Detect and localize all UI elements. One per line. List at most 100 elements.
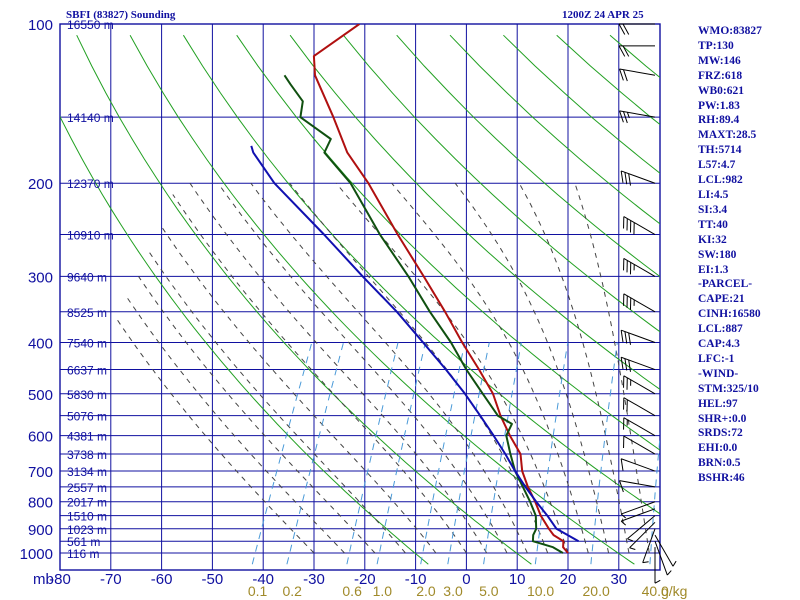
index-item: FRZ:618	[698, 69, 743, 82]
mixing-ratio-label: 0.1	[248, 583, 268, 599]
barb-shaft	[623, 257, 656, 277]
height-label: 16550 m	[67, 18, 114, 32]
index-item: TT:40	[698, 218, 728, 231]
moist-adiabat-line	[289, 182, 549, 554]
dry-adiabat-line	[289, 34, 660, 391]
observation-time: 1200Z 24 APR 25	[562, 9, 644, 21]
barb-shaft	[629, 521, 656, 549]
moist-adiabat-line	[172, 194, 467, 554]
height-label: 1510 m	[67, 510, 107, 524]
temperature-tick-label: 10	[509, 571, 526, 588]
wind-barb	[619, 480, 656, 493]
wind-barb	[623, 417, 656, 437]
barb-full	[622, 23, 630, 35]
moist-adiabat-line	[454, 182, 610, 554]
barb-full	[628, 359, 631, 372]
pressure-tick-label: 700	[28, 464, 53, 481]
wind-barb	[654, 541, 672, 576]
moist-adiabat-line	[127, 298, 345, 554]
wind-barb	[620, 501, 656, 519]
mixing-ratio-label: 0.2	[282, 583, 302, 599]
barb-full	[619, 110, 624, 123]
index-item: LI:4.5	[698, 188, 729, 201]
wind-barb	[623, 293, 656, 313]
wind-barb	[619, 68, 656, 82]
index-item: BSHR:46	[698, 472, 745, 485]
mixing-ratio-label: 0.6	[342, 583, 362, 599]
series-line-dewpoint	[283, 74, 564, 554]
barb-shaft	[623, 216, 656, 235]
barb-full	[624, 358, 628, 371]
pressure-tick-label: 400	[28, 335, 53, 352]
barb-full	[618, 23, 626, 35]
wind-barb	[620, 458, 656, 472]
height-label: 10910 m	[67, 229, 114, 243]
wind-barb	[619, 110, 656, 124]
index-item: BRN:0.5	[698, 457, 741, 470]
temperature-tick-label: -70	[100, 571, 122, 588]
dry-adiabat-line	[76, 34, 532, 565]
barb-shaft	[621, 170, 656, 184]
wind-barb	[642, 528, 656, 564]
index-item: -WIND-	[698, 367, 739, 380]
barb-half	[642, 561, 649, 564]
height-label: 561 m	[67, 535, 100, 549]
barb-full	[619, 480, 624, 493]
dry-adiabat-line	[343, 34, 660, 333]
height-label: 9640 m	[67, 270, 107, 284]
station-title: SBFI (83827) Sounding	[66, 9, 176, 21]
index-item: WB0:621	[698, 84, 744, 97]
wind-barb	[654, 547, 661, 584]
barb-shaft	[623, 435, 656, 455]
barb-shaft	[621, 329, 656, 343]
index-item: RH:89.4	[698, 114, 740, 127]
barb-half	[654, 579, 661, 584]
barb-full	[623, 69, 628, 82]
isobar-isotherm-grid	[59, 23, 661, 571]
moist-adiabat-line	[115, 318, 315, 554]
barb-shaft	[623, 397, 656, 417]
index-item: CAP:4.3	[698, 338, 740, 351]
pressure-tick-label: 100	[28, 17, 53, 34]
index-item: LCL:887	[698, 323, 743, 336]
barb-full	[624, 172, 628, 185]
temperature-tick-label: -80	[49, 571, 71, 588]
mixing-ratio-label: 5.0	[479, 583, 499, 599]
index-item: L57:4.7	[698, 159, 736, 172]
wind-barb	[629, 521, 656, 550]
barb-shaft	[619, 480, 656, 488]
pressure-tick-label: 300	[28, 269, 53, 286]
index-item: CINH:16580	[698, 308, 761, 321]
mixing-ratio-line	[376, 342, 426, 565]
index-item: MW:146	[698, 54, 741, 67]
barb-half	[620, 520, 627, 526]
dry-adiabat-line	[236, 34, 660, 451]
wind-barb	[620, 356, 656, 372]
temperature-tick-label: -60	[151, 571, 173, 588]
wind-barb	[618, 45, 655, 57]
pressure-tick-label: 800	[28, 495, 53, 512]
dry-adiabat-line	[396, 34, 660, 278]
temperature-tick-label: 0	[462, 571, 470, 588]
wind-barb	[618, 23, 655, 35]
height-label: 3134 m	[67, 465, 107, 479]
series-line-parcel	[250, 145, 580, 543]
mixing-ratio-lines	[251, 342, 660, 565]
wind-barb	[623, 435, 656, 455]
sounding-profiles	[250, 24, 580, 554]
index-item: SW:180	[698, 248, 737, 261]
index-item: KI:32	[698, 233, 727, 246]
moist-adiabat-line	[335, 182, 569, 554]
mixing-ratio-units-label: g/kg	[661, 583, 687, 599]
wind-barb	[623, 397, 656, 417]
index-item: LFC:-1	[698, 352, 735, 365]
index-item: WMO:83827	[698, 25, 762, 37]
barb-shaft	[621, 508, 656, 522]
mixing-ratio-label: 10.0	[527, 583, 554, 599]
barb-half	[666, 570, 672, 576]
height-label: 14140 m	[67, 111, 114, 125]
index-item: MAXT:28.5	[698, 129, 757, 142]
barb-half	[626, 112, 630, 119]
dry-adiabat-line	[60, 115, 429, 565]
